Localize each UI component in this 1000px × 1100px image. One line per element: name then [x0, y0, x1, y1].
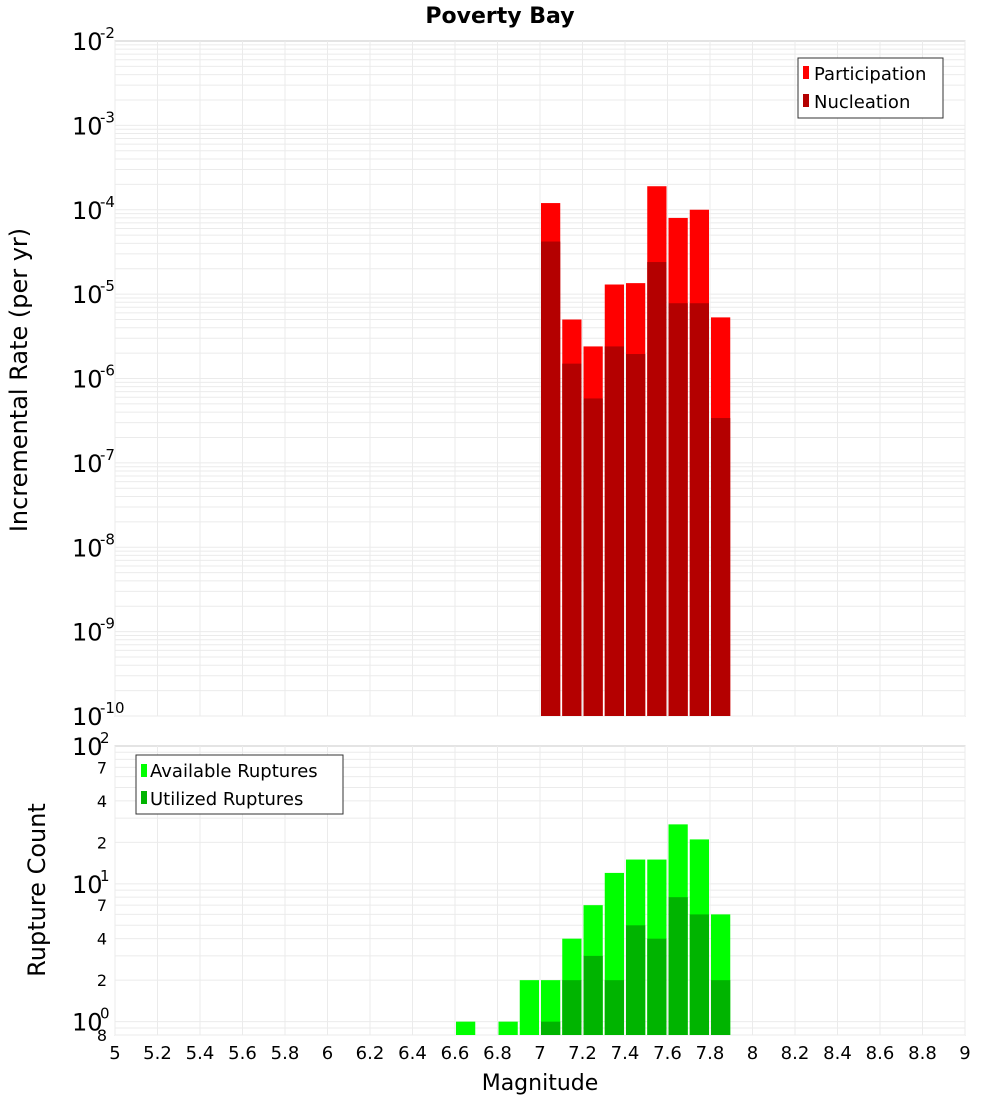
- rate-y-ticks: 10-210-310-410-510-610-710-810-910-10: [72, 24, 125, 731]
- nucleation-bar: [647, 262, 667, 716]
- x-axis-ticks: 5 5.2 5.4 5.6 5.8 6 6.2 6.4 6.6 6.8 7 7.2 7.4 7.6 7.8 8…: [109, 1043, 970, 1064]
- count-y-axis-label: Rupture Count: [23, 803, 51, 977]
- participation-swatch: [803, 66, 809, 79]
- utilized-ruptures-bar: [647, 938, 667, 1035]
- count-y-minor-tick: 7: [97, 758, 107, 777]
- count-y-minor-tick: 4: [97, 792, 107, 811]
- rate-y-tick-base: 10: [72, 366, 103, 394]
- x-tick-label: 8: [747, 1043, 758, 1064]
- rate-legend: Participation Nucleation: [797, 57, 944, 119]
- rate-y-tick-exponent: -7: [100, 446, 115, 464]
- x-tick-label: 6.2: [356, 1043, 385, 1064]
- rate-y-tick-exponent: -5: [100, 277, 115, 295]
- rate-y-tick-exponent: -2: [100, 24, 115, 42]
- x-tick-label: 5.6: [228, 1043, 257, 1064]
- utilized-ruptures-bar: [668, 897, 688, 1035]
- nucleation-bar: [711, 418, 731, 716]
- rate-y-tick-base: 10: [72, 197, 103, 225]
- nucleation-bar: [562, 363, 582, 716]
- count-legend-box: [135, 754, 344, 815]
- rate-y-tick-base: 10: [72, 450, 103, 478]
- rate-y-tick-exponent: -6: [100, 362, 115, 380]
- available-ruptures-bar: [519, 980, 539, 1035]
- nucleation-bar: [689, 303, 709, 716]
- x-tick-label: 8.6: [866, 1043, 895, 1064]
- nucleation-swatch: [803, 94, 809, 107]
- chart-title: Poverty Bay: [425, 4, 574, 29]
- utilized-ruptures-bar: [626, 925, 646, 1035]
- x-tick-label: 7: [534, 1043, 545, 1064]
- x-tick-label: 6: [322, 1043, 333, 1064]
- x-tick-label: 7.4: [611, 1043, 640, 1064]
- x-tick-label: 6.6: [441, 1043, 470, 1064]
- rate-y-tick-exponent: -8: [100, 530, 115, 548]
- available-legend-label: Available Ruptures: [150, 761, 318, 782]
- rate-y-tick-exponent: -10: [100, 699, 125, 717]
- rate-y-tick-base: 10: [72, 281, 103, 309]
- x-tick-label: 7.2: [568, 1043, 597, 1064]
- rate-y-tick-exponent: -9: [100, 615, 115, 633]
- rate-y-tick-exponent: -3: [100, 108, 115, 126]
- x-tick-label: 9: [959, 1043, 970, 1064]
- count-y-tick-exponent: 1: [100, 867, 110, 885]
- available-ruptures-bar: [498, 1021, 518, 1035]
- utilized-ruptures-bar: [604, 980, 624, 1035]
- x-tick-label: 7.8: [696, 1043, 725, 1064]
- count-y-minor-tick: 2: [97, 971, 107, 990]
- nucleation-bar: [583, 398, 603, 716]
- count-y-tick-base: 10: [72, 871, 103, 899]
- x-tick-label: 8.8: [908, 1043, 937, 1064]
- rate-y-tick-base: 10: [72, 619, 103, 647]
- rate-bars: [541, 186, 731, 717]
- utilized-ruptures-bar: [583, 955, 603, 1035]
- x-tick-label: 5.2: [143, 1043, 172, 1064]
- utilized-legend-label: Utilized Ruptures: [150, 789, 303, 810]
- utilized-swatch: [141, 791, 147, 804]
- rate-y-tick-exponent: -4: [100, 193, 115, 211]
- rate-legend-box: [797, 57, 944, 119]
- count-y-minor-tick: 2: [97, 833, 107, 852]
- count-y-minor-tick: 7: [97, 896, 107, 915]
- rate-y-tick-base: 10: [72, 703, 103, 731]
- utilized-ruptures-bar: [711, 980, 731, 1035]
- utilized-ruptures-bar: [562, 980, 582, 1035]
- count-bars: [456, 824, 731, 1035]
- rate-grid: [114, 41, 966, 717]
- rate-y-axis-label: Incremental Rate (per yr): [5, 228, 33, 532]
- x-tick-label: 8.4: [823, 1043, 852, 1064]
- x-tick-label: 6.4: [398, 1043, 427, 1064]
- utilized-ruptures-bar: [689, 914, 709, 1035]
- available-ruptures-bar: [456, 1021, 476, 1035]
- count-y-tick-exponent: 0: [100, 1005, 110, 1023]
- available-swatch: [141, 764, 147, 777]
- x-tick-label: 5: [109, 1043, 120, 1064]
- x-tick-label: 6.8: [483, 1043, 512, 1064]
- nucleation-bar: [626, 354, 646, 716]
- x-tick-label: 8.2: [781, 1043, 810, 1064]
- x-tick-label: 5.8: [271, 1043, 300, 1064]
- nucleation-legend-label: Nucleation: [814, 92, 910, 113]
- utilized-ruptures-bar: [541, 1021, 561, 1035]
- participation-legend-label: Participation: [814, 64, 926, 85]
- count-y-tick-exponent: 2: [100, 729, 110, 747]
- x-tick-label: 7.6: [653, 1043, 682, 1064]
- rate-plot: 10-210-310-410-510-610-710-810-910-10 In…: [5, 24, 966, 731]
- nucleation-bar: [604, 346, 624, 716]
- count-y-minor-tick: 8: [97, 1026, 107, 1045]
- nucleation-bar: [668, 303, 688, 716]
- x-tick-label: 5.4: [186, 1043, 215, 1064]
- rate-y-tick-base: 10: [72, 28, 103, 56]
- count-legend: Available Ruptures Utilized Ruptures: [135, 754, 344, 815]
- count-y-minor-tick: 4: [97, 930, 107, 949]
- x-axis-label: Magnitude: [482, 1071, 599, 1096]
- count-y-tick-base: 10: [72, 733, 103, 761]
- available-ruptures-bar: [541, 980, 561, 1035]
- nucleation-bar: [541, 241, 561, 717]
- rate-y-tick-base: 10: [72, 112, 103, 140]
- rate-y-tick-base: 10: [72, 534, 103, 562]
- count-y-tick-base: 10: [72, 1009, 103, 1037]
